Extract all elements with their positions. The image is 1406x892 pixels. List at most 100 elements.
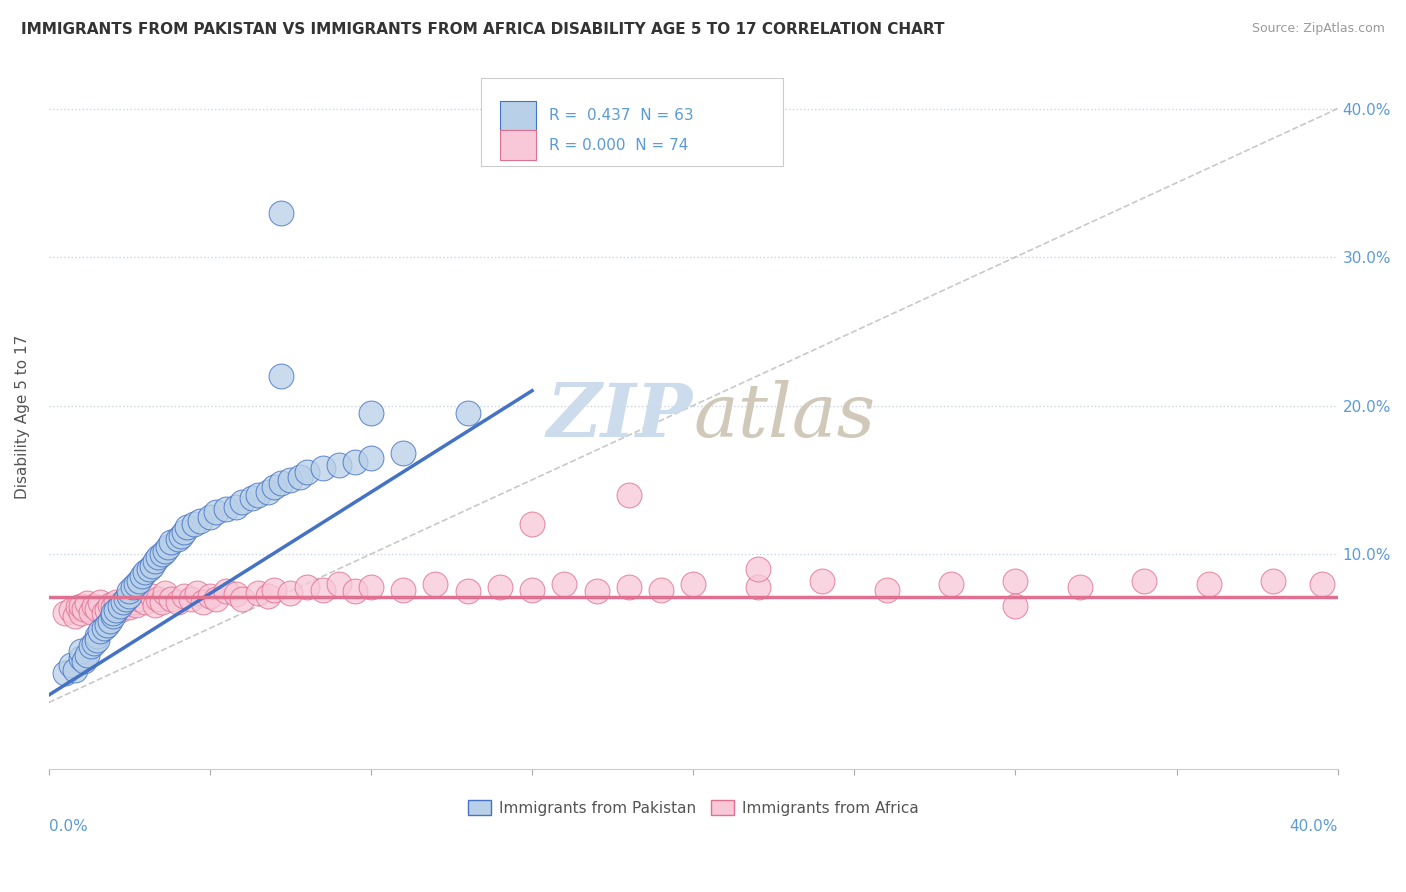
Point	[70, 607, 93, 621]
Point	[811, 574, 834, 588]
Point	[193, 594, 215, 608]
Bar	[501, 101, 536, 130]
Point	[160, 535, 183, 549]
Point	[247, 585, 270, 599]
Point	[128, 574, 150, 588]
Point	[176, 520, 198, 534]
Point	[111, 594, 134, 608]
Point	[650, 582, 672, 597]
Point	[93, 607, 115, 621]
Point	[134, 594, 156, 608]
Point	[76, 648, 98, 662]
Point	[1310, 576, 1333, 591]
Point	[263, 582, 285, 597]
Point	[63, 663, 86, 677]
Point	[153, 585, 176, 599]
Point	[98, 598, 121, 612]
Bar	[501, 130, 536, 160]
Point	[125, 598, 148, 612]
Point	[183, 517, 205, 532]
Point	[328, 576, 350, 591]
Point	[1004, 599, 1026, 613]
Point	[103, 607, 125, 621]
Point	[86, 629, 108, 643]
Point	[121, 580, 143, 594]
Point	[143, 598, 166, 612]
Point	[96, 603, 118, 617]
Point	[148, 549, 170, 564]
Point	[343, 455, 366, 469]
Point	[108, 603, 131, 617]
Point	[105, 603, 128, 617]
Point	[150, 547, 173, 561]
Point	[747, 580, 769, 594]
Point	[118, 600, 141, 615]
Point	[115, 591, 138, 606]
Point	[231, 591, 253, 606]
Point	[141, 558, 163, 573]
Point	[173, 524, 195, 539]
Point	[53, 607, 76, 621]
Point	[128, 591, 150, 606]
Point	[103, 600, 125, 615]
Point	[311, 461, 333, 475]
Point	[360, 580, 382, 594]
Point	[160, 591, 183, 606]
Point	[131, 569, 153, 583]
Point	[425, 576, 447, 591]
Point	[156, 540, 179, 554]
Point	[86, 602, 108, 616]
Point	[89, 594, 111, 608]
Point	[682, 576, 704, 591]
Point	[96, 618, 118, 632]
Point	[70, 643, 93, 657]
Text: 40.0%: 40.0%	[1289, 819, 1337, 834]
Point	[60, 603, 83, 617]
Point	[215, 584, 238, 599]
Point	[105, 594, 128, 608]
Text: Source: ZipAtlas.com: Source: ZipAtlas.com	[1251, 22, 1385, 36]
Point	[263, 480, 285, 494]
Point	[520, 582, 543, 597]
Point	[73, 654, 96, 668]
Point	[121, 594, 143, 608]
Point	[392, 446, 415, 460]
Point	[553, 576, 575, 591]
Point	[66, 600, 89, 615]
Point	[63, 609, 86, 624]
Point	[585, 584, 607, 599]
Point	[70, 599, 93, 613]
Point	[115, 591, 138, 606]
Point	[280, 585, 302, 599]
Point	[311, 582, 333, 597]
Point	[118, 589, 141, 603]
Point	[1133, 574, 1156, 588]
Point	[93, 621, 115, 635]
Point	[617, 580, 640, 594]
Point	[1069, 580, 1091, 594]
Point	[166, 532, 188, 546]
Point	[125, 576, 148, 591]
Point	[489, 580, 512, 594]
Point	[170, 529, 193, 543]
Point	[53, 665, 76, 680]
Point	[198, 589, 221, 603]
Point	[186, 585, 208, 599]
Point	[295, 466, 318, 480]
Point	[257, 484, 280, 499]
Point	[939, 576, 962, 591]
Point	[188, 514, 211, 528]
Point	[205, 591, 228, 606]
Y-axis label: Disability Age 5 to 17: Disability Age 5 to 17	[15, 334, 30, 499]
Point	[1198, 576, 1220, 591]
Text: 0.0%: 0.0%	[49, 819, 87, 834]
Point	[143, 554, 166, 568]
Point	[270, 368, 292, 383]
Legend: Immigrants from Pakistan, Immigrants from Africa: Immigrants from Pakistan, Immigrants fro…	[463, 793, 924, 822]
Point	[153, 544, 176, 558]
Point	[111, 598, 134, 612]
Point	[108, 599, 131, 613]
Point	[225, 500, 247, 514]
Text: IMMIGRANTS FROM PAKISTAN VS IMMIGRANTS FROM AFRICA DISABILITY AGE 5 TO 17 CORREL: IMMIGRANTS FROM PAKISTAN VS IMMIGRANTS F…	[21, 22, 945, 37]
Point	[70, 651, 93, 665]
